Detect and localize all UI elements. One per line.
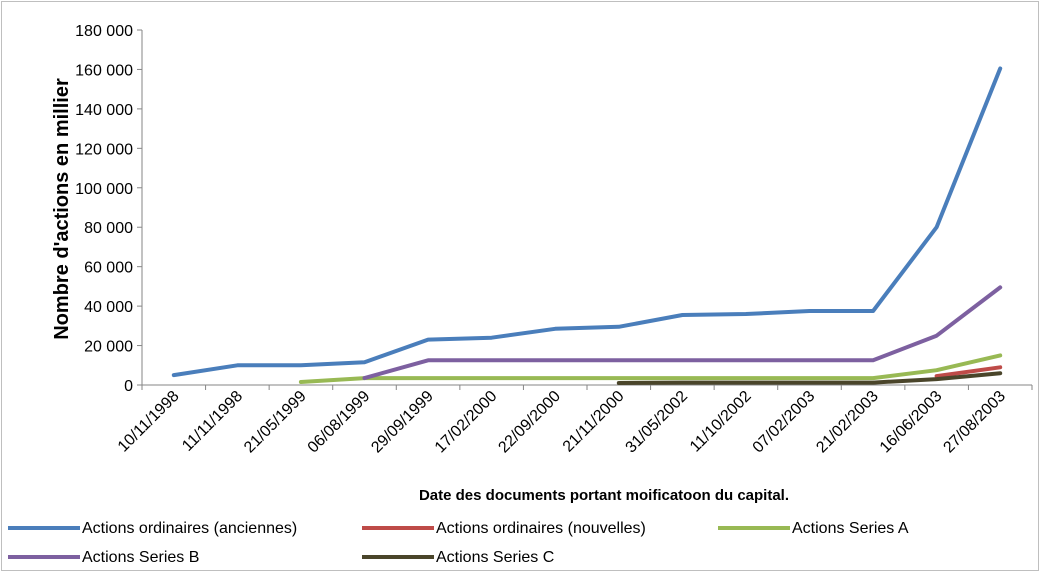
legend: Actions ordinaires (anciennes) Actions or… [8,520,909,566]
series-5 [616,371,1003,385]
y-tick-label: 40 000 [84,299,133,316]
series-3 [298,353,1003,384]
y-tick-label: 180 000 [75,23,133,40]
series-4 [362,285,1003,381]
legend-item: Actions Series A [718,520,909,537]
legend-label: Actions ordinaires (anciennes) [82,520,297,537]
x-tick-label: 16/06/2003 [877,388,946,457]
series-line [934,365,1003,379]
legend-label: Actions Series A [792,520,909,537]
y-tick-label: 160 000 [75,62,133,79]
y-tick-label: 120 000 [75,141,133,158]
series-line [616,371,1003,385]
y-tick-label: 60 000 [84,260,133,277]
x-tick-label: 10/11/1998 [115,388,183,456]
y-axis-title: Nombre d'actions en millier [51,78,73,340]
x-tick-label: 29/09/1999 [368,388,437,457]
series-1 [171,66,1003,378]
series-line [298,353,1003,384]
y-tick-label: 140 000 [75,102,133,119]
x-tick-label: 22/09/2000 [495,388,564,457]
series-line [362,285,1003,381]
y-tick-label: 100 000 [75,181,133,198]
x-tick-label: 21/02/2003 [813,388,882,457]
legend-item: Actions ordinaires (nouvelles) [362,520,646,537]
x-tick-label: 11/11/1998 [179,388,246,455]
x-tick-label: 11/10/2002 [687,388,755,456]
x-tick-label: 21/05/1999 [241,388,310,457]
x-tick-label: 21/11/2000 [560,388,628,456]
y-tick-label: 0 [124,378,133,395]
legend-item: Actions ordinaires (anciennes) [8,520,297,537]
legend-item: Actions Series C [362,549,554,566]
legend-label: Actions ordinaires (nouvelles) [436,520,646,537]
legend-item: Actions Series B [8,549,199,566]
y-tick-label: 20 000 [84,339,133,356]
series-2 [934,365,1003,379]
x-axis-title: Date des documents portant moificatoon d… [419,487,789,504]
y-tick-label: 80 000 [84,220,133,237]
x-tick-label: 17/02/2000 [432,388,501,457]
x-tick-label: 31/05/2002 [623,388,692,457]
legend-label: Actions Series B [82,549,199,566]
x-tick-label: 07/02/2003 [750,388,819,457]
x-tick-label: 27/08/2003 [940,388,1009,457]
legend-label: Actions Series C [436,549,554,566]
series-line [171,66,1003,378]
x-tick-label: 06/08/1999 [305,388,374,457]
